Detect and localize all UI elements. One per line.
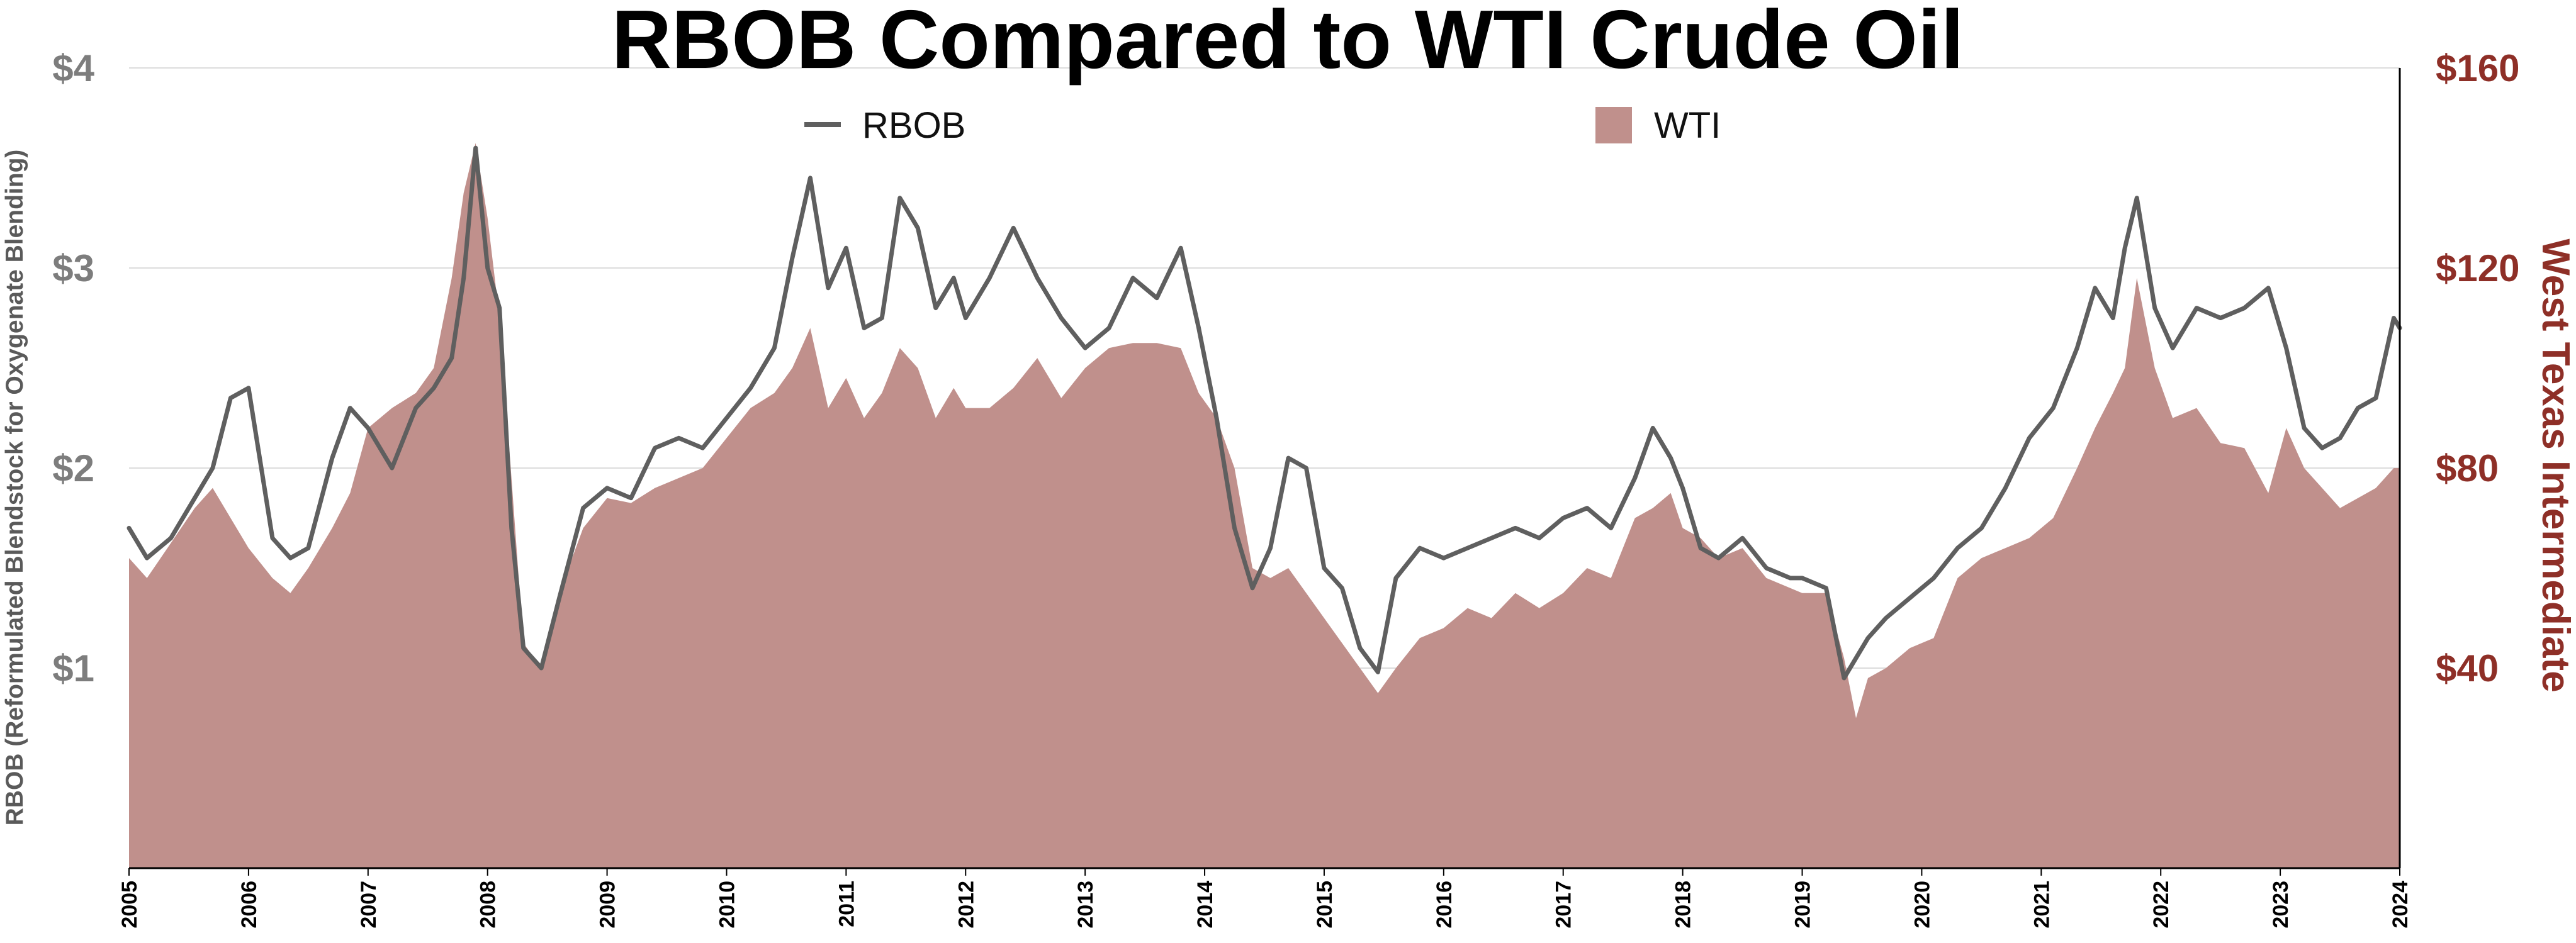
rbob-line-layer <box>127 145 2402 681</box>
left-axis-ticks: $1 $2 $3 $4 <box>52 47 94 689</box>
left-tick-label: $2 <box>52 447 94 489</box>
x-tick-label: 2019 <box>1791 881 1815 929</box>
x-tick-label: 2012 <box>954 881 978 929</box>
wti-area-layer <box>129 143 2400 868</box>
x-tick-label: 2021 <box>2030 881 2054 929</box>
axes <box>129 68 2401 869</box>
x-tick-label: 2005 <box>118 881 142 929</box>
right-tick-label: $40 <box>2436 647 2499 689</box>
left-tick-label: $3 <box>52 247 94 289</box>
x-tick-label: 2008 <box>476 881 500 929</box>
right-axis-ticks: $40 $80 $120 $160 <box>2436 47 2519 689</box>
legend-rbob-label: RBOB <box>862 105 965 146</box>
x-tick-label: 2014 <box>1193 881 1217 929</box>
right-tick-label: $80 <box>2436 447 2499 489</box>
chart-title: RBOB Compared to WTI Crude Oil <box>612 0 1964 86</box>
x-tick-label: 2007 <box>357 881 381 929</box>
left-tick-label: $4 <box>52 47 94 89</box>
right-axis-label: West Texas Intermediate <box>2534 238 2576 692</box>
x-tick-label: 2013 <box>1074 881 1098 929</box>
x-tick-label: 2023 <box>2269 881 2293 929</box>
legend: RBOB WTI <box>804 105 1721 146</box>
x-tick-label: 2016 <box>1432 881 1456 929</box>
x-tick-label: 2020 <box>1910 881 1934 929</box>
x-tick-label: 2009 <box>596 881 620 929</box>
right-tick-label: $120 <box>2436 247 2519 289</box>
x-tick-label: 2011 <box>835 881 858 927</box>
right-tick-label: $160 <box>2436 47 2519 89</box>
x-tick-label: 2022 <box>2149 881 2173 929</box>
legend-wti-label: WTI <box>1654 105 1721 146</box>
wti-area <box>129 143 2400 868</box>
rbob-line <box>127 145 2402 681</box>
x-tick-label: 2010 <box>715 881 739 929</box>
legend-wti-swatch <box>1595 107 1632 143</box>
x-axis-ticks: 2005 2006 2007 2008 2009 2010 2011 2012 2013 2014… <box>118 868 2412 929</box>
left-tick-label: $1 <box>52 647 94 689</box>
x-tick-label: 2024 <box>2388 881 2412 929</box>
left-axis-label: RBOB (Reformulated Blendstock for Oxygen… <box>1 150 28 826</box>
x-tick-label: 2018 <box>1672 881 1696 929</box>
x-tick-label: 2017 <box>1552 881 1576 929</box>
x-tick-label: 2006 <box>237 881 261 929</box>
x-tick-label: 2015 <box>1313 881 1337 929</box>
